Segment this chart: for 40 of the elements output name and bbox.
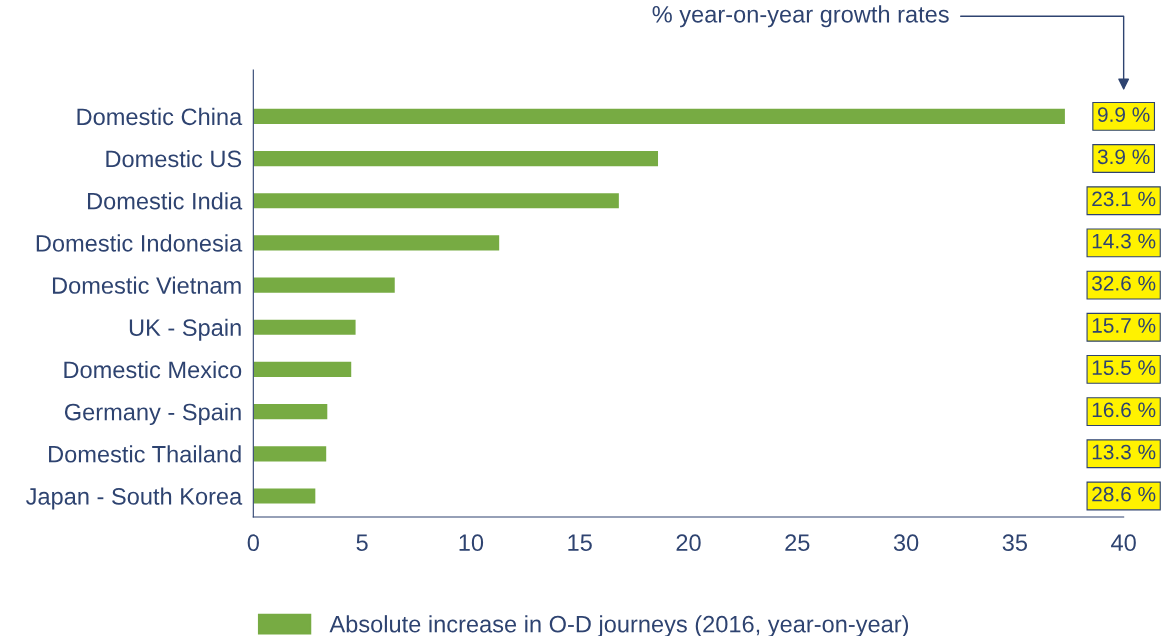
y-tick-label: Domestic US bbox=[106, 149, 242, 168]
x-tick-label: 30 bbox=[893, 534, 919, 552]
annotation: 13.3 % bbox=[1092, 444, 1156, 460]
annotation: 14.3 % bbox=[1092, 233, 1156, 249]
x-tick-label: 5 bbox=[356, 534, 368, 552]
bar bbox=[253, 361, 352, 378]
bar bbox=[253, 108, 1065, 124]
y-tick-label: Domestic Indonesia bbox=[36, 234, 243, 252]
annotation: 15.5 % bbox=[1092, 360, 1156, 376]
y-tick-label: Domestic Mexico bbox=[64, 360, 242, 379]
y-tick-label: Japan - South Korea bbox=[26, 487, 243, 510]
bar bbox=[253, 404, 328, 420]
bar bbox=[253, 488, 316, 504]
annotation: 16.6 % bbox=[1092, 402, 1156, 418]
annotation: 23.1 % bbox=[1092, 191, 1156, 207]
bar bbox=[253, 446, 327, 462]
text: % year-on-year growth rates bbox=[652, 5, 949, 28]
y-tick-label: Domestic India bbox=[87, 192, 243, 210]
x-tick-label: 10 bbox=[459, 534, 484, 552]
y-tick-label: Germany - Spain bbox=[64, 403, 241, 426]
bar bbox=[253, 150, 659, 167]
bar bbox=[253, 235, 500, 251]
y-tick-label: Domestic China bbox=[77, 107, 243, 126]
annotation: 3.9 % bbox=[1097, 149, 1150, 165]
x-tick-label: 20 bbox=[676, 534, 701, 552]
bar bbox=[253, 193, 619, 209]
annotation: 32.6 % bbox=[1092, 275, 1156, 291]
y-tick-label: Domestic Vietnam bbox=[52, 276, 241, 294]
annotation: 9.9 % bbox=[1097, 107, 1150, 122]
x-tick-label: 35 bbox=[1002, 534, 1027, 552]
y-tick-label: Domestic Thailand bbox=[49, 445, 241, 463]
bar bbox=[253, 319, 356, 335]
y-tick-label: UK - Spain bbox=[129, 318, 241, 341]
annotation: 28.6 % bbox=[1092, 486, 1156, 502]
x-tick-label: 15 bbox=[568, 534, 592, 552]
bar bbox=[253, 277, 395, 293]
x-tick-label: 40 bbox=[1111, 534, 1136, 552]
x-tick-label: 25 bbox=[785, 534, 810, 552]
annotation: 15.7 % bbox=[1092, 318, 1156, 333]
x-tick-label: 0 bbox=[247, 534, 259, 552]
